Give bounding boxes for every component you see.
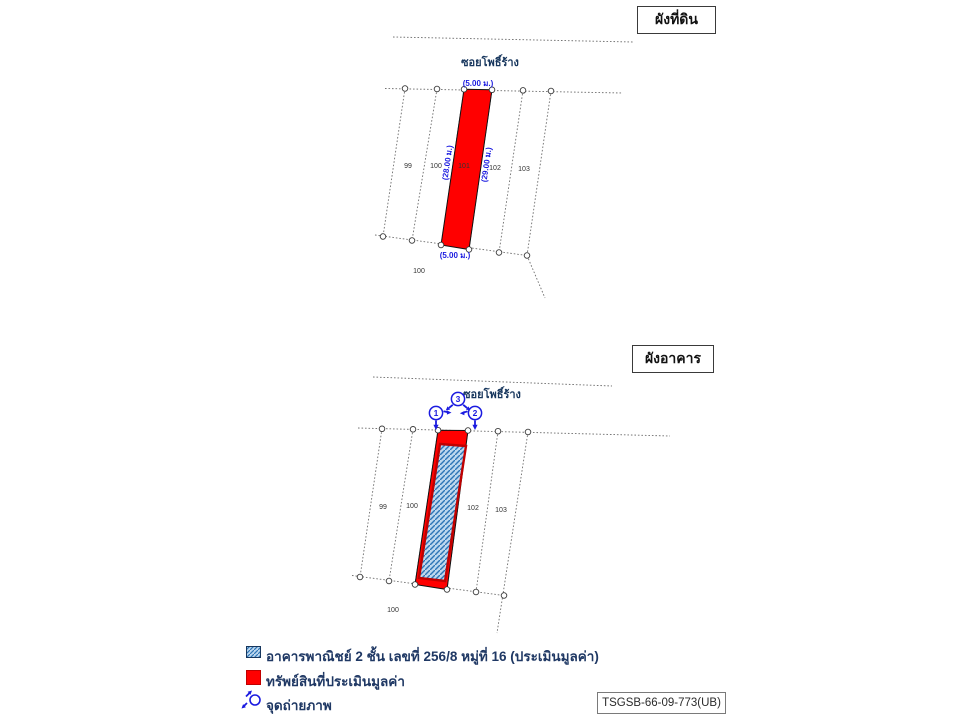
building-plan-title-box: ผังอาคาร — [632, 345, 714, 373]
parcel-99: 99 — [404, 163, 412, 170]
photo-point-3 — [450, 391, 466, 407]
parcel-101: 101 — [458, 163, 470, 170]
photo-point-icon — [241, 690, 261, 709]
photo-point-1 — [428, 405, 444, 421]
photo-point-2 — [467, 405, 483, 421]
appraised-building — [417, 442, 468, 583]
parcel-103: 103 — [495, 507, 507, 514]
reference-number: TSGSB-66-09-773(UB) — [602, 697, 721, 709]
parcel-100: 100 — [430, 163, 442, 170]
legend-photo-label: จุดถ่ายภาพ — [266, 698, 332, 713]
parcel-99: 99 — [379, 504, 387, 511]
photo-point-3-label: 3 — [456, 394, 461, 404]
photo-arrow-downleft-3 — [448, 404, 454, 409]
dim-top: (5.00 ม.) — [463, 79, 494, 88]
road-label: ซอยโพธิ์ร้าง — [463, 386, 521, 401]
dim-bottom: (5.00 ม.) — [440, 251, 471, 260]
parcel-102: 102 — [489, 165, 501, 172]
reference-number-box: TSGSB-66-09-773(UB) — [597, 692, 726, 714]
parcel-102: 102 — [467, 505, 479, 512]
photo-arrow-downright-3 — [462, 404, 468, 409]
building-plan-diagram: ซอยโพธิ์ร้าง 1 2 — [351, 376, 671, 634]
photo-point-1-label: 1 — [434, 408, 439, 418]
divider-line — [475, 431, 499, 593]
rear-boundary-line — [351, 575, 505, 596]
road-edge-line — [372, 376, 613, 387]
photo-arrow-right-1 — [443, 410, 448, 413]
parcel-100: 100 — [406, 503, 418, 510]
rear-boundary-line — [374, 234, 528, 256]
building-plan-title: ผังอาคาร — [644, 350, 702, 366]
parcel-100-lower: 100 — [413, 268, 425, 275]
rear-boundary-extension — [526, 255, 546, 299]
road-edge-line — [392, 36, 634, 43]
parcel-100-lower: 100 — [387, 607, 399, 614]
survey-markers — [379, 85, 555, 259]
divider-line — [498, 90, 524, 253]
road-label: ซอยโพธิ์ร้าง — [461, 54, 519, 69]
land-plan-title: ผังที่ดิน — [655, 11, 698, 27]
divider-line — [526, 90, 552, 256]
land-plan-diagram: ซอยโพธิ์ร้าง (5.00 ม.) (28.00 ม.) (29.00… — [374, 36, 634, 299]
parcel-103: 103 — [518, 166, 530, 173]
land-plan-title-box: ผังที่ดิน — [637, 6, 716, 34]
front-boundary-line — [384, 88, 623, 94]
legend-property-swatch — [246, 670, 261, 685]
divider-line — [496, 431, 529, 634]
divider-line — [359, 428, 383, 578]
legend-building-swatch — [246, 646, 261, 658]
front-boundary-line — [357, 427, 671, 437]
divider-line — [388, 429, 414, 582]
photo-point-2-label: 2 — [473, 408, 478, 418]
divider-line — [411, 88, 438, 241]
legend-building-label: อาคารพาณิชย์ 2 ชั้น เลขที่ 256/8 หมู่ที่… — [266, 649, 599, 664]
survey-markers — [356, 425, 532, 599]
divider-line — [382, 88, 406, 237]
legend-property-label: ทรัพย์สินที่ประเมินมูลค่า — [266, 674, 405, 689]
photo-point-markers: 1 2 3 — [428, 391, 483, 430]
